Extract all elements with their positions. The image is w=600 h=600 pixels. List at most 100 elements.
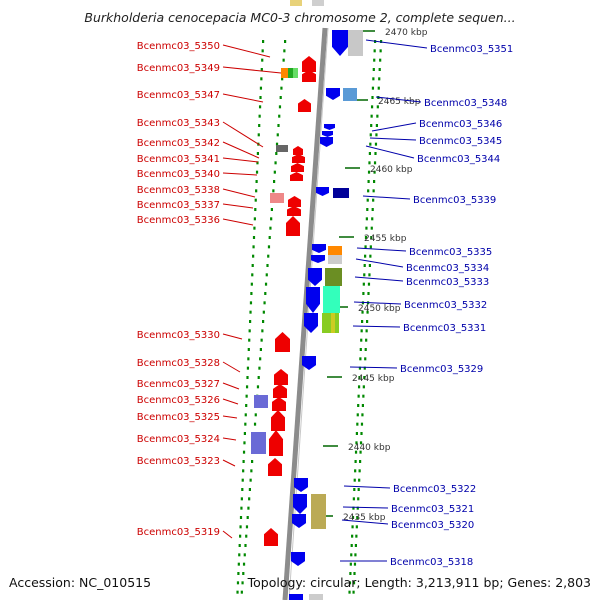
gene-label-right[interactable]: Bcenmc03_5346 [419, 119, 502, 130]
gene-label-left[interactable]: Bcenmc03_5327 [137, 379, 220, 390]
gene-label-left[interactable]: Bcenmc03_5341 [137, 154, 220, 165]
forward-gene-arrow[interactable] [268, 458, 282, 476]
gene-feature-block[interactable] [254, 395, 268, 408]
gene-label-left[interactable]: Bcenmc03_5338 [137, 185, 220, 196]
gene-label-left[interactable]: Bcenmc03_5328 [137, 358, 220, 369]
gene-label-right[interactable]: Bcenmc03_5321 [391, 504, 474, 515]
gene-label-left[interactable]: Bcenmc03_5340 [137, 169, 220, 180]
gene-label-left[interactable]: Bcenmc03_5347 [137, 90, 220, 101]
forward-gene-arrow[interactable] [287, 206, 301, 216]
gene-feature-block[interactable] [322, 313, 339, 333]
gene-label-left[interactable]: Bcenmc03_5330 [137, 330, 220, 341]
ruler-dot [252, 236, 256, 239]
reverse-gene-arrow[interactable] [311, 255, 325, 263]
ruler-dot [374, 142, 378, 146]
gene-feature-block[interactable] [289, 594, 303, 600]
forward-gene-arrow[interactable] [273, 384, 287, 398]
forward-gene-arrow[interactable] [275, 332, 290, 352]
ruler-dot [258, 124, 261, 127]
gene-feature-block[interactable] [276, 145, 288, 152]
gene-feature-block[interactable] [328, 246, 342, 255]
reverse-gene-arrow[interactable] [294, 478, 308, 492]
reverse-gene-arrow[interactable] [302, 356, 316, 370]
gene-feature-block[interactable] [328, 255, 342, 264]
reverse-gene-arrow[interactable] [306, 287, 320, 313]
forward-gene-arrow[interactable] [298, 99, 311, 112]
gene-feature-block[interactable] [323, 286, 340, 313]
reverse-gene-arrow[interactable] [316, 187, 329, 196]
gene-label-left[interactable]: Bcenmc03_5350 [137, 41, 220, 52]
gene-label-right[interactable]: Bcenmc03_5334 [406, 263, 489, 274]
gene-feature-block[interactable] [343, 88, 357, 101]
gene-label-left[interactable]: Bcenmc03_5343 [137, 118, 220, 129]
reverse-gene-arrow[interactable] [292, 514, 306, 528]
gene-label-right[interactable]: Bcenmc03_5344 [417, 154, 500, 165]
ruler-dot [238, 544, 241, 547]
gene-label-right[interactable]: Bcenmc03_5332 [404, 300, 487, 311]
forward-gene-arrow[interactable] [291, 163, 304, 172]
ruler-dot [249, 478, 252, 482]
gene-label-left[interactable]: Bcenmc03_5319 [137, 527, 220, 538]
reverse-gene-arrow[interactable] [312, 244, 326, 253]
gene-label-right[interactable]: Bcenmc03_5322 [393, 484, 476, 495]
gene-label-right[interactable]: Bcenmc03_5331 [403, 323, 486, 334]
gene-label-right[interactable]: Bcenmc03_5345 [419, 136, 502, 147]
gene-label-left[interactable]: Bcenmc03_5324 [137, 434, 220, 445]
gene-label-right[interactable]: Bcenmc03_5339 [413, 195, 496, 206]
gene-label-right[interactable]: Bcenmc03_5329 [400, 364, 483, 375]
gene-label-right[interactable]: Bcenmc03_5320 [391, 520, 474, 531]
gene-feature-block[interactable] [311, 494, 326, 529]
ruler-dot [276, 133, 279, 137]
gene-label-right[interactable]: Bcenmc03_5333 [406, 277, 489, 288]
reverse-gene-arrow[interactable] [308, 268, 322, 286]
reverse-gene-arrow[interactable] [332, 30, 348, 56]
ruler-dot [378, 68, 381, 71]
label-leader-line [369, 137, 417, 141]
gene-label-left[interactable]: Bcenmc03_5323 [137, 456, 220, 467]
ruler-dot [367, 189, 370, 193]
gene-feature-block[interactable] [293, 68, 298, 78]
reverse-gene-arrow[interactable] [291, 552, 305, 566]
forward-gene-arrow[interactable] [290, 172, 303, 181]
ruler-dot [370, 236, 373, 239]
reverse-gene-arrow[interactable] [293, 494, 307, 514]
forward-gene-arrow[interactable] [264, 528, 278, 546]
ruler-dot [259, 357, 262, 361]
forward-gene-arrow[interactable] [302, 70, 316, 82]
gene-label-right[interactable]: Bcenmc03_5318 [390, 557, 473, 568]
gene-label-left[interactable]: Bcenmc03_5337 [137, 200, 220, 211]
forward-gene-arrow[interactable] [302, 56, 316, 72]
gene-feature-block[interactable] [325, 268, 342, 286]
gene-label-right[interactable]: Bcenmc03_5351 [430, 44, 513, 55]
forward-gene-arrow[interactable] [272, 397, 286, 411]
reverse-gene-arrow[interactable] [320, 137, 333, 147]
gene-label-left[interactable]: Bcenmc03_5336 [137, 215, 220, 226]
gene-label-right[interactable]: Bcenmc03_5348 [424, 98, 507, 109]
forward-gene-arrow[interactable] [292, 154, 305, 163]
reverse-gene-arrow[interactable] [304, 313, 318, 333]
gene-label-right[interactable]: Bcenmc03_5335 [409, 247, 492, 258]
forward-gene-arrow[interactable] [271, 410, 285, 431]
forward-gene-arrow[interactable] [288, 196, 301, 207]
gene-label-left[interactable]: Bcenmc03_5349 [137, 63, 220, 74]
forward-gene-arrow[interactable] [293, 146, 303, 155]
gene-label-left[interactable]: Bcenmc03_5342 [137, 138, 220, 149]
gene-feature-block[interactable] [333, 188, 349, 198]
gene-label-left[interactable]: Bcenmc03_5325 [137, 412, 220, 423]
ruler-dot [277, 124, 280, 127]
gene-feature-block[interactable] [331, 313, 335, 333]
gene-feature-block[interactable] [309, 594, 323, 600]
gene-feature-block[interactable] [270, 193, 284, 203]
gene-feature-block[interactable] [281, 68, 288, 78]
gene-feature-block[interactable] [251, 432, 266, 454]
ruler-dot [248, 488, 251, 491]
reverse-gene-arrow[interactable] [326, 88, 340, 100]
forward-gene-arrow[interactable] [274, 369, 288, 385]
reverse-gene-arrow[interactable] [322, 131, 333, 137]
forward-gene-arrow[interactable] [269, 430, 283, 456]
forward-gene-arrow[interactable] [286, 216, 300, 236]
gene-label-left[interactable]: Bcenmc03_5326 [137, 395, 220, 406]
reverse-gene-arrow[interactable] [324, 124, 335, 130]
gene-feature-block[interactable] [288, 68, 293, 78]
gene-feature-block[interactable] [348, 30, 363, 56]
